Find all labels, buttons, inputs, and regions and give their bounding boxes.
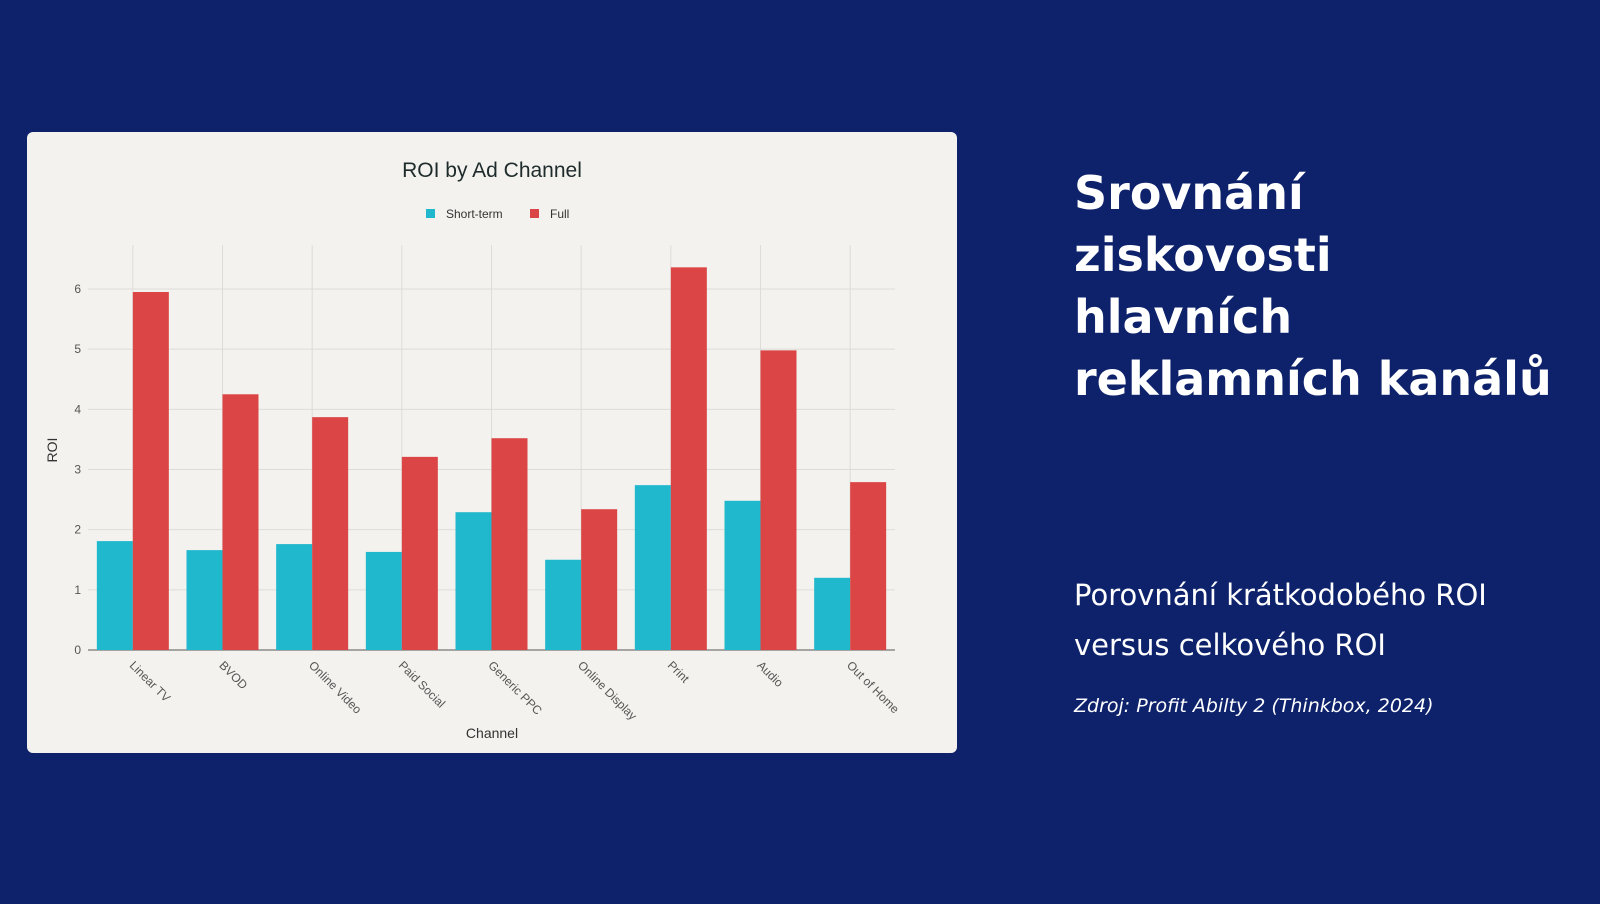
legend-swatch <box>530 209 539 218</box>
x-axis-title: Channel <box>466 725 518 741</box>
chart-title: ROI by Ad Channel <box>402 159 582 182</box>
slide-title: Srovnání ziskovosti hlavních reklamních … <box>1074 166 1552 406</box>
x-tick-label: Online Display <box>575 658 640 723</box>
bar-full <box>850 482 887 650</box>
x-tick-label: Paid Social <box>396 658 448 710</box>
bar-short-term <box>276 544 313 650</box>
x-tick-label: BVOD <box>216 658 250 692</box>
bar-full <box>222 394 259 650</box>
y-tick-label: 6 <box>74 282 81 296</box>
bar-short-term <box>724 500 761 650</box>
bar-full <box>401 456 438 650</box>
x-tick-label: Out of Home <box>844 658 902 716</box>
legend-swatch <box>426 209 435 218</box>
bar-full <box>581 509 618 650</box>
bar-full <box>491 438 528 650</box>
x-tick-label: Print <box>665 658 693 686</box>
source-note: Zdroj: Profit Abilty 2 (Thinkbox, 2024) <box>1074 695 1434 717</box>
y-tick-label: 1 <box>74 583 81 597</box>
x-tick-label: Linear TV <box>127 658 174 705</box>
legend-label: Full <box>550 207 569 221</box>
bar-short-term <box>186 550 223 650</box>
bar-short-term <box>96 541 133 650</box>
y-tick-label: 3 <box>74 463 81 477</box>
bar-short-term <box>455 512 492 650</box>
legend-label: Short-term <box>446 207 503 221</box>
bar-short-term <box>545 559 582 650</box>
slide-subtitle: Porovnání krátkodobého ROI versus celkov… <box>1074 578 1487 662</box>
x-tick-label: Audio <box>754 658 786 690</box>
bar-short-term <box>814 577 851 650</box>
y-tick-label: 4 <box>74 402 81 416</box>
y-axis-title: ROI <box>44 438 60 463</box>
bar-full <box>132 292 169 650</box>
roi-bar-chart: 0 1 2 3 4 5 6 Linear TV BVOD Online Video Paid Soc… <box>44 159 902 741</box>
bar-full <box>670 267 707 650</box>
chart-panel: 0 1 2 3 4 5 6 Linear TV BVOD Online Video Paid Soc… <box>27 132 957 753</box>
bar-short-term <box>365 551 402 650</box>
bar-full <box>312 417 349 650</box>
y-tick-label: 5 <box>74 342 81 356</box>
x-tick-label: Generic PPC <box>485 658 545 718</box>
y-tick-label: 0 <box>74 643 81 657</box>
bar-full <box>760 350 797 650</box>
y-tick-label: 2 <box>74 523 81 537</box>
bar-short-term <box>634 485 671 650</box>
x-tick-label: Online Video <box>306 658 365 717</box>
